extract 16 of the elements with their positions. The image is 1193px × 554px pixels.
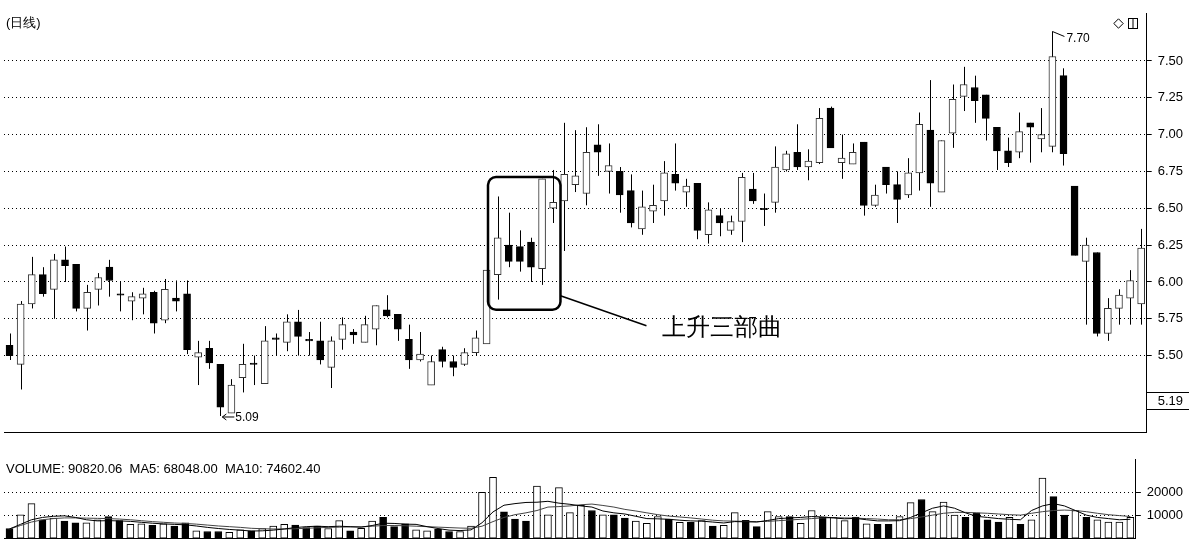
y-tick-label: 6.50 [1157,199,1184,215]
y-tick-label: 5.50 [1157,347,1184,363]
chart-title: VOLUME: 90820.06 MA5: 68048.00 MA10: 74602.40 [6,460,321,476]
y-tick-label: 6.00 [1157,273,1184,289]
y-tick-label: 6.25 [1157,236,1184,252]
y-tick-label: 7.50 [1157,52,1184,68]
y-tick-label: 20000 [1146,483,1184,499]
annotation: 7.70 [1066,30,1091,45]
y-tick-label: 5.19 [1157,392,1184,408]
annotation: 5.09 [235,410,260,425]
chart-title: (日线) [6,14,41,30]
y-tick-label: 10000 [1146,506,1184,522]
y-tick-label: 6.75 [1157,163,1184,179]
y-tick-label: 7.25 [1157,89,1184,105]
y-tick-label: 7.00 [1157,126,1184,142]
y-tick-label: 5.75 [1157,310,1184,326]
